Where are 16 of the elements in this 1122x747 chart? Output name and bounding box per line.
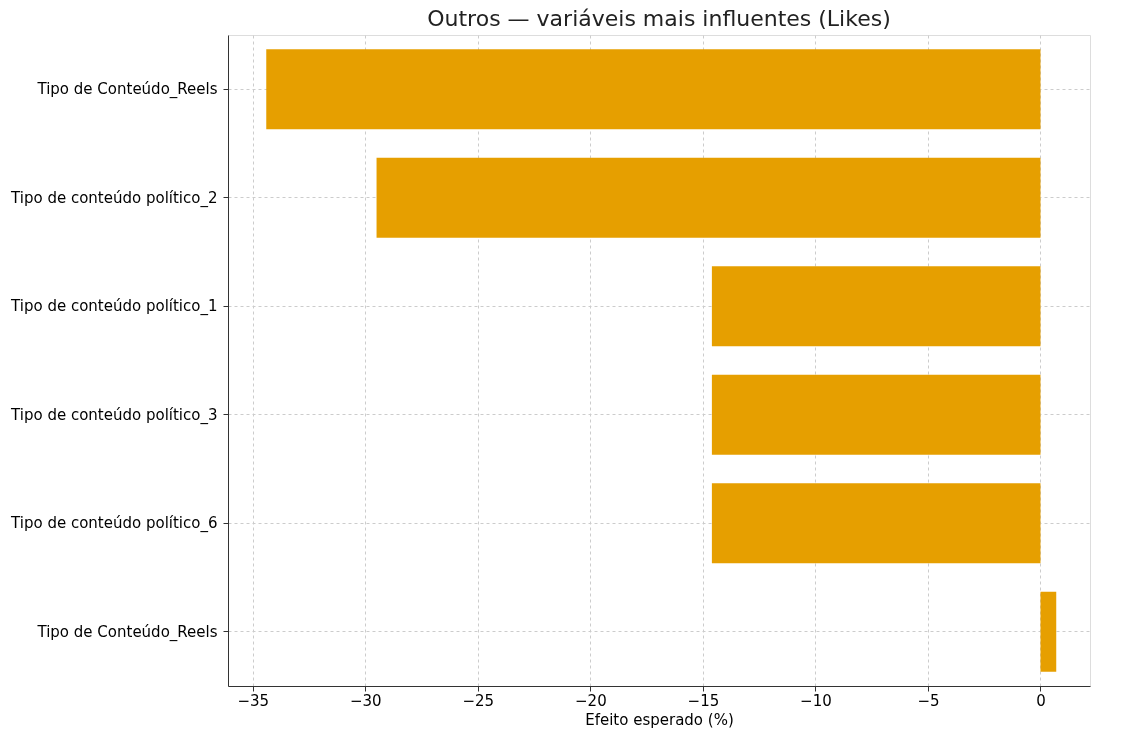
y-tick-label: Tipo de conteúdo político_2: [10, 188, 218, 208]
y-tick-label: Tipo de conteúdo político_3: [10, 405, 218, 425]
x-tick-label: −25: [462, 691, 495, 710]
x-axis-title: Efeito esperado (%): [585, 710, 734, 729]
y-tick-label: Tipo de conteúdo político_1: [10, 297, 218, 317]
y-tick-label: Tipo de conteúdo político_6: [10, 514, 218, 534]
x-tick-label: −10: [800, 691, 832, 710]
x-tick-label: 0: [1036, 691, 1046, 710]
x-tick-label: −20: [575, 691, 607, 710]
x-tick-label: −15: [687, 691, 720, 710]
y-tick-label: Tipo de Conteúdo_Reels: [36, 80, 218, 100]
x-tick-label: −30: [349, 691, 382, 710]
y-tick-label: Tipo de Conteúdo_Reels: [36, 622, 218, 642]
x-tick-label: −5: [917, 691, 940, 710]
chart-title: Outros — variáveis mais influentes (Likes): [427, 6, 891, 31]
x-tick-label: −35: [237, 691, 270, 710]
